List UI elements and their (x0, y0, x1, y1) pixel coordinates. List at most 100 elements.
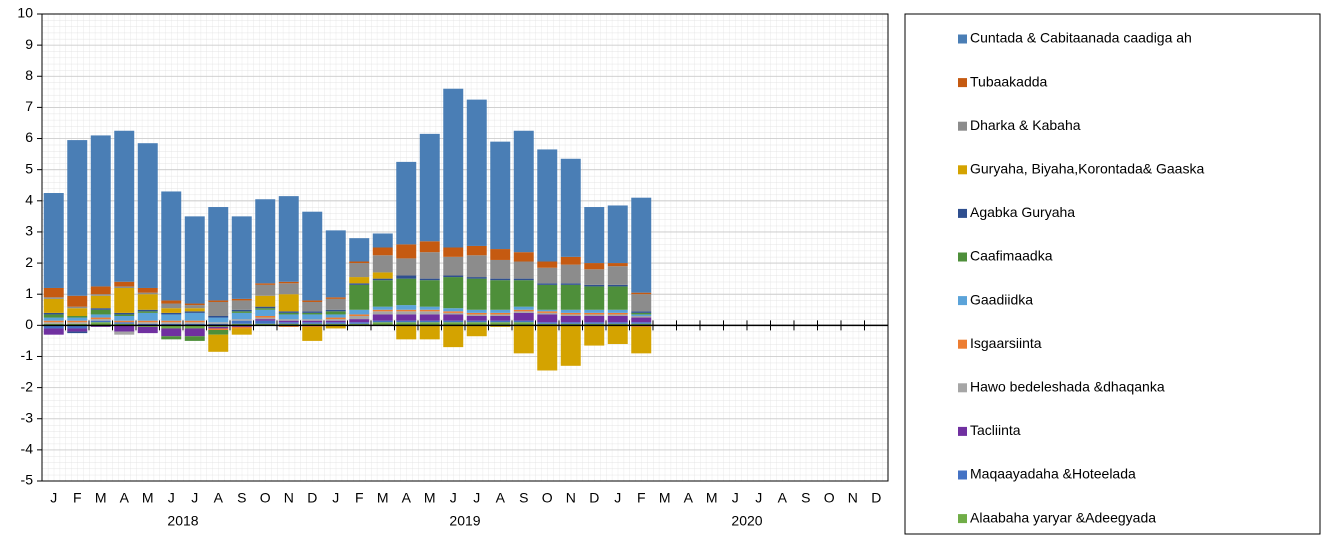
bar-segment (372, 280, 393, 307)
bar-segment (255, 283, 276, 285)
bar-segment (114, 322, 135, 324)
x-tick-label: M (142, 490, 154, 506)
bar-segment (114, 287, 135, 313)
bar-segment (255, 319, 276, 321)
bar-segment (513, 312, 534, 321)
bar-segment (255, 320, 276, 324)
bar-segment (278, 320, 299, 323)
legend-swatch (958, 121, 967, 131)
bar-segment (278, 311, 299, 313)
y-tick-label: -5 (21, 472, 34, 488)
bar-segment (396, 275, 417, 279)
bar-segment (137, 323, 158, 326)
bar-segment (43, 287, 64, 298)
bar-segment (184, 328, 205, 337)
bar-segment (396, 309, 417, 312)
bar-segment (396, 278, 417, 306)
bar-segment (490, 278, 511, 281)
bar-segment (161, 325, 182, 329)
bar-segment (349, 322, 370, 324)
bar-segment (419, 314, 440, 321)
legend-label: Alaabaha yaryar &Adeegyada (970, 509, 1156, 525)
bar-segment (137, 292, 158, 295)
bar-segment (325, 325, 346, 329)
bar-segment (278, 323, 299, 326)
bar-segment (208, 322, 229, 324)
bar-segment (537, 283, 558, 285)
bar-segment (537, 323, 558, 326)
bar-segment (584, 207, 605, 264)
y-tick-label: -3 (21, 409, 34, 425)
legend-swatch (958, 165, 967, 175)
bar-segment (90, 294, 111, 296)
bar-segment (466, 245, 487, 256)
bar-segment (67, 328, 88, 332)
bar-segment (443, 247, 464, 257)
bar-segment (419, 325, 440, 340)
bar-segment (325, 319, 346, 321)
legend-label: Guryaha, Biyaha,Korontada& Gaaska (970, 161, 1204, 177)
x-tick-label: J (755, 490, 762, 506)
bar-segment (208, 300, 229, 302)
bar-segment (208, 323, 229, 326)
bar-segment (349, 238, 370, 262)
bar-segment (325, 317, 346, 320)
x-tick-label: J (732, 490, 739, 506)
bar-segment (419, 311, 440, 315)
bar-segment (631, 317, 652, 323)
bar-segment (325, 323, 346, 326)
bar-segment (513, 261, 534, 279)
bar-segment (560, 314, 581, 316)
bar-segment (490, 320, 511, 323)
bar-segment (349, 315, 370, 320)
bar-segment (137, 325, 158, 327)
bar-segment (278, 281, 299, 284)
bar-segment (631, 326, 652, 354)
bar-segment (90, 322, 111, 326)
bar-segment (513, 252, 534, 262)
x-tick-label: D (589, 490, 599, 506)
bar-segment (607, 314, 628, 316)
bar-segment (372, 233, 393, 248)
bar-segment (537, 325, 558, 371)
legend-label: Cuntada & Cabitaanada caadiga ah (970, 30, 1192, 46)
bar-segment (161, 312, 182, 315)
x-tick-label: M (659, 490, 671, 506)
bar-segment (208, 315, 229, 318)
bar-segment (255, 284, 276, 296)
bar-segment (607, 205, 628, 264)
bar-segment (513, 311, 534, 313)
bar-segment (43, 297, 64, 299)
bar-segment (278, 283, 299, 295)
bar-segment (184, 322, 205, 324)
bar-segment (208, 301, 229, 316)
bar-segment (278, 314, 299, 320)
bar-segment (161, 328, 182, 337)
bar-segment (43, 298, 64, 313)
x-tick-label: S (519, 490, 528, 506)
bar-segment (67, 317, 88, 321)
bar-segment (255, 199, 276, 284)
x-tick-label: F (73, 490, 82, 506)
bar-segment (443, 311, 464, 313)
bar-segment (372, 320, 393, 323)
bar-segment (372, 322, 393, 326)
x-tick-label: S (237, 490, 246, 506)
bar-segment (231, 328, 252, 335)
bar-segment (419, 280, 440, 307)
bar-segment (560, 158, 581, 257)
bar-segment (161, 300, 182, 304)
bar-segment (278, 196, 299, 282)
bar-segment (443, 308, 464, 312)
bar-segment (584, 325, 605, 346)
bar-segment (443, 322, 464, 326)
y-tick-label: 7 (25, 98, 33, 114)
bar-segment (255, 306, 276, 309)
bar-segment (490, 259, 511, 279)
year-label: 2019 (449, 513, 480, 529)
bar-segment (90, 319, 111, 321)
year-label: 2018 (167, 513, 198, 529)
x-tick-label: J (332, 490, 339, 506)
bar-segment (490, 312, 511, 315)
